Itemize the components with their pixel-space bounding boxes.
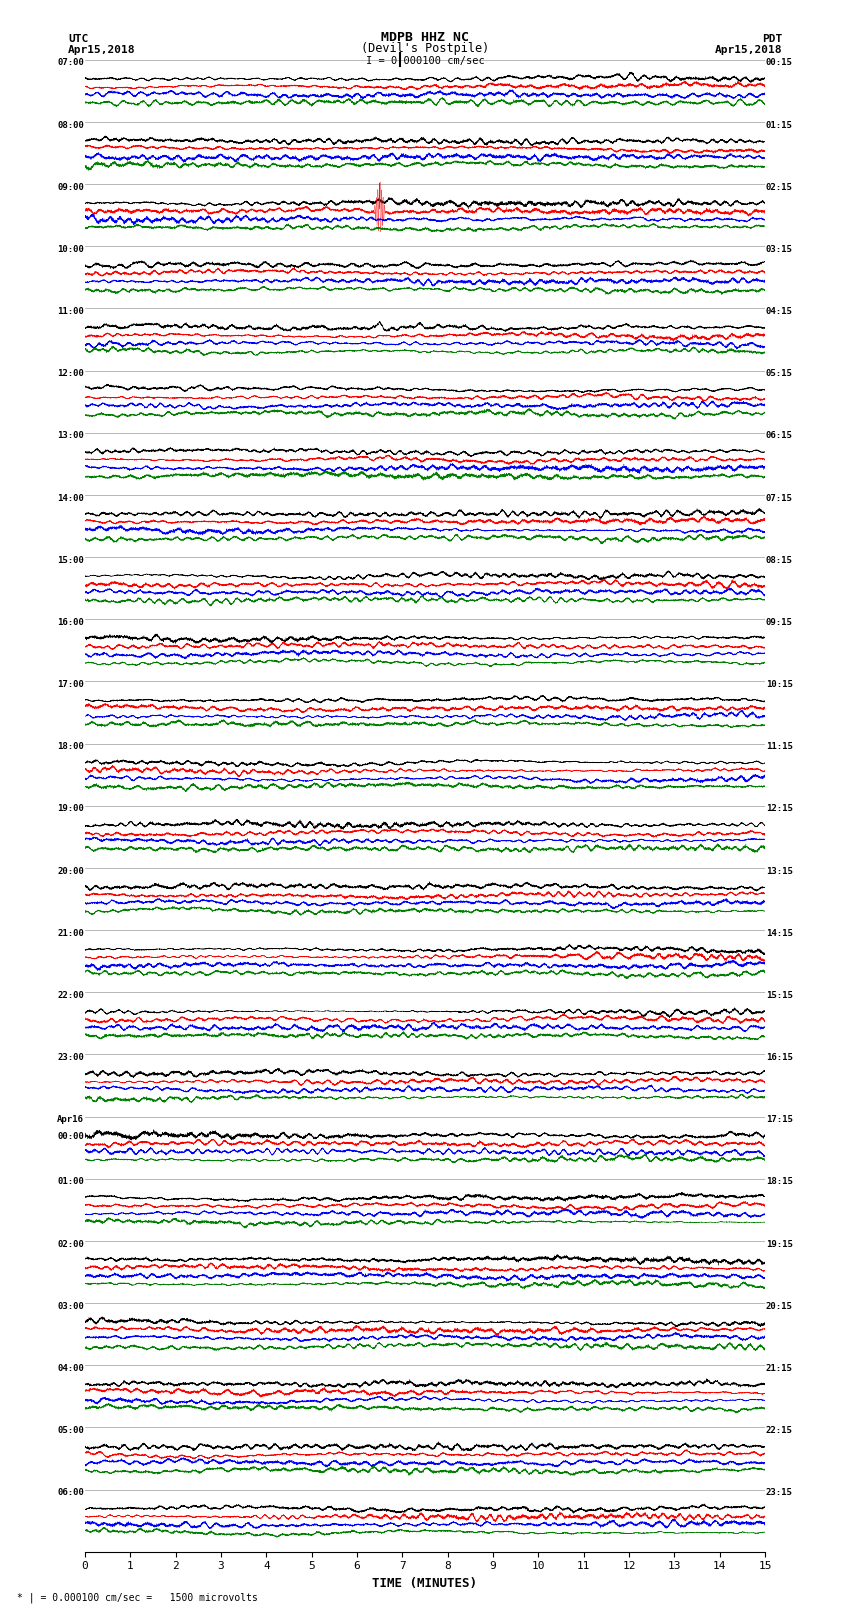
- Text: 19:00: 19:00: [57, 805, 84, 813]
- Text: 13:00: 13:00: [57, 431, 84, 440]
- Text: 06:00: 06:00: [57, 1489, 84, 1497]
- Text: 22:00: 22:00: [57, 990, 84, 1000]
- Text: 11:00: 11:00: [57, 306, 84, 316]
- Text: 23:00: 23:00: [57, 1053, 84, 1061]
- Text: I = 0.000100 cm/sec: I = 0.000100 cm/sec: [366, 56, 484, 66]
- Text: 08:00: 08:00: [57, 121, 84, 129]
- Text: 04:00: 04:00: [57, 1365, 84, 1373]
- Text: Apr15,2018: Apr15,2018: [68, 45, 135, 55]
- Text: 21:15: 21:15: [766, 1365, 793, 1373]
- Text: 21:00: 21:00: [57, 929, 84, 937]
- Text: 10:15: 10:15: [766, 681, 793, 689]
- Text: 19:15: 19:15: [766, 1240, 793, 1248]
- Text: 01:15: 01:15: [766, 121, 793, 129]
- Text: 03:00: 03:00: [57, 1302, 84, 1311]
- Text: * | = 0.000100 cm/sec =   1500 microvolts: * | = 0.000100 cm/sec = 1500 microvolts: [17, 1592, 258, 1603]
- Text: 20:00: 20:00: [57, 866, 84, 876]
- Text: 17:00: 17:00: [57, 681, 84, 689]
- Text: 06:15: 06:15: [766, 431, 793, 440]
- Text: 02:00: 02:00: [57, 1240, 84, 1248]
- Text: 00:15: 00:15: [766, 58, 793, 68]
- Text: 22:15: 22:15: [766, 1426, 793, 1436]
- Text: 01:00: 01:00: [57, 1177, 84, 1187]
- Text: 13:15: 13:15: [766, 866, 793, 876]
- Text: 04:15: 04:15: [766, 306, 793, 316]
- Text: 00:00: 00:00: [57, 1132, 84, 1140]
- Text: PDT: PDT: [762, 34, 782, 44]
- Text: 20:15: 20:15: [766, 1302, 793, 1311]
- Text: 11:15: 11:15: [766, 742, 793, 752]
- Text: 14:15: 14:15: [766, 929, 793, 937]
- Text: 15:15: 15:15: [766, 990, 793, 1000]
- Text: 05:15: 05:15: [766, 369, 793, 379]
- Text: 23:15: 23:15: [766, 1489, 793, 1497]
- Text: 09:15: 09:15: [766, 618, 793, 627]
- Text: 18:15: 18:15: [766, 1177, 793, 1187]
- Text: Apr15,2018: Apr15,2018: [715, 45, 782, 55]
- Text: 18:00: 18:00: [57, 742, 84, 752]
- Text: 12:15: 12:15: [766, 805, 793, 813]
- Text: 15:00: 15:00: [57, 556, 84, 565]
- Text: 17:15: 17:15: [766, 1115, 793, 1124]
- Text: 16:00: 16:00: [57, 618, 84, 627]
- Text: MDPB HHZ NC: MDPB HHZ NC: [381, 31, 469, 44]
- X-axis label: TIME (MINUTES): TIME (MINUTES): [372, 1578, 478, 1590]
- Text: Apr16: Apr16: [57, 1115, 84, 1124]
- Text: 07:00: 07:00: [57, 58, 84, 68]
- Text: 05:00: 05:00: [57, 1426, 84, 1436]
- Text: 09:00: 09:00: [57, 182, 84, 192]
- Text: (Devil's Postpile): (Devil's Postpile): [361, 42, 489, 55]
- Text: 12:00: 12:00: [57, 369, 84, 379]
- Text: 10:00: 10:00: [57, 245, 84, 253]
- Text: 07:15: 07:15: [766, 494, 793, 503]
- Text: 08:15: 08:15: [766, 556, 793, 565]
- Text: UTC: UTC: [68, 34, 88, 44]
- Text: 16:15: 16:15: [766, 1053, 793, 1061]
- Text: 02:15: 02:15: [766, 182, 793, 192]
- Text: 14:00: 14:00: [57, 494, 84, 503]
- Text: 03:15: 03:15: [766, 245, 793, 253]
